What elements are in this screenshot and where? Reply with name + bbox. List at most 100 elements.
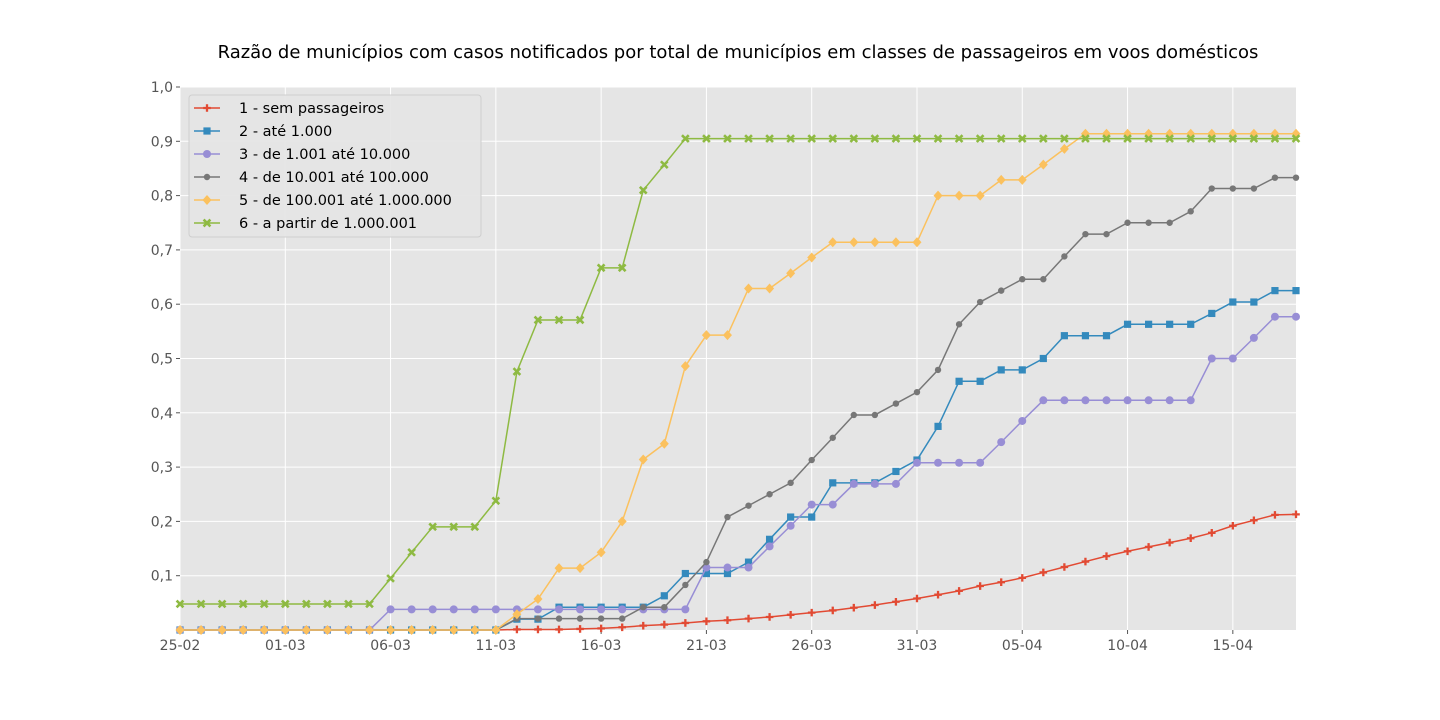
data-point xyxy=(639,621,648,630)
data-point xyxy=(996,174,1006,185)
data-point xyxy=(766,491,773,498)
data-point xyxy=(576,615,584,622)
data-point xyxy=(1018,366,1026,374)
data-point xyxy=(913,594,921,603)
data-point xyxy=(217,625,227,635)
data-point xyxy=(491,625,501,635)
data-point xyxy=(786,134,795,143)
data-point xyxy=(1166,219,1173,226)
data-point xyxy=(954,134,964,143)
data-point xyxy=(955,377,963,385)
data-point xyxy=(1207,134,1217,143)
data-point xyxy=(533,605,542,614)
data-point xyxy=(828,500,837,509)
legend-entry: 1 - sem passageiros xyxy=(194,101,384,117)
y-tick-label: 0,1 xyxy=(151,569,173,585)
data-point xyxy=(934,422,942,430)
x-tick-label: 10-04 xyxy=(1107,638,1148,654)
data-point xyxy=(449,605,458,614)
data-point xyxy=(680,361,690,372)
data-point xyxy=(1291,134,1301,143)
x-tick-label: 26-03 xyxy=(791,638,832,654)
data-point xyxy=(702,617,711,626)
data-point xyxy=(597,624,605,633)
data-point xyxy=(175,625,185,635)
x-tick-label: 01-03 xyxy=(265,638,306,654)
data-point xyxy=(870,479,879,488)
data-point xyxy=(765,613,774,621)
x-tick-label: 05-04 xyxy=(1002,638,1043,654)
data-point xyxy=(955,458,964,467)
data-point xyxy=(1208,185,1215,192)
x-tick-label: 15-04 xyxy=(1212,638,1253,654)
data-point xyxy=(1144,543,1153,551)
x-tick-label: 06-03 xyxy=(370,638,411,654)
data-point xyxy=(1229,185,1237,192)
data-point xyxy=(892,467,900,476)
data-point xyxy=(786,268,796,279)
x-tick-label: 11-03 xyxy=(476,638,517,654)
series-layer xyxy=(175,128,1301,635)
data-point xyxy=(681,569,689,578)
data-point xyxy=(343,625,353,635)
data-point xyxy=(555,625,563,634)
data-point xyxy=(702,134,711,143)
data-point xyxy=(1145,320,1153,328)
data-point xyxy=(1123,320,1132,328)
data-point xyxy=(618,623,626,632)
data-point xyxy=(1229,521,1237,530)
y-tick-label: 1,0 xyxy=(151,80,173,96)
data-point xyxy=(1019,276,1026,283)
data-point xyxy=(745,502,752,509)
y-tick-label: 0,5 xyxy=(151,352,173,368)
data-point xyxy=(1250,298,1258,306)
data-point xyxy=(1271,287,1279,295)
data-point xyxy=(1208,309,1216,318)
data-point xyxy=(976,298,984,306)
data-point xyxy=(744,134,753,143)
data-point xyxy=(617,263,627,273)
data-point xyxy=(703,558,710,566)
data-point xyxy=(1082,230,1089,238)
data-point xyxy=(975,190,985,201)
legend-label: 5 - de 100.001 até 1.000.000 xyxy=(239,193,452,209)
data-point xyxy=(1228,134,1238,143)
data-point xyxy=(533,315,543,325)
data-point xyxy=(1040,276,1047,283)
data-point xyxy=(829,434,836,441)
data-point xyxy=(238,625,248,635)
data-point xyxy=(1018,416,1027,425)
data-point xyxy=(828,134,838,143)
data-point xyxy=(681,605,690,614)
data-point xyxy=(891,479,900,488)
data-point xyxy=(744,283,754,294)
data-point xyxy=(765,542,774,551)
x-tick-label: 16-03 xyxy=(581,638,622,654)
data-point xyxy=(365,625,375,635)
data-point xyxy=(1018,574,1027,582)
data-point xyxy=(513,625,521,634)
data-point xyxy=(555,605,564,614)
data-point xyxy=(1039,568,1048,577)
data-point xyxy=(787,513,795,521)
data-point xyxy=(554,315,564,325)
y-tick-label: 0,6 xyxy=(151,297,173,313)
data-point xyxy=(1144,134,1153,143)
data-point xyxy=(280,599,290,609)
data-point xyxy=(575,563,585,574)
chart-title: Razão de municípios com casos notificado… xyxy=(218,42,1259,63)
data-point xyxy=(491,605,500,614)
data-point xyxy=(870,134,880,143)
data-point xyxy=(1166,320,1174,328)
data-point xyxy=(891,237,901,248)
data-point xyxy=(597,615,605,622)
data-point xyxy=(765,535,774,543)
data-point xyxy=(702,563,711,572)
data-point xyxy=(618,615,626,622)
data-point xyxy=(1165,396,1174,405)
data-point xyxy=(807,500,816,509)
data-point xyxy=(808,456,815,464)
legend-marker xyxy=(203,173,211,181)
data-point xyxy=(1059,143,1069,154)
data-point xyxy=(1249,333,1258,342)
